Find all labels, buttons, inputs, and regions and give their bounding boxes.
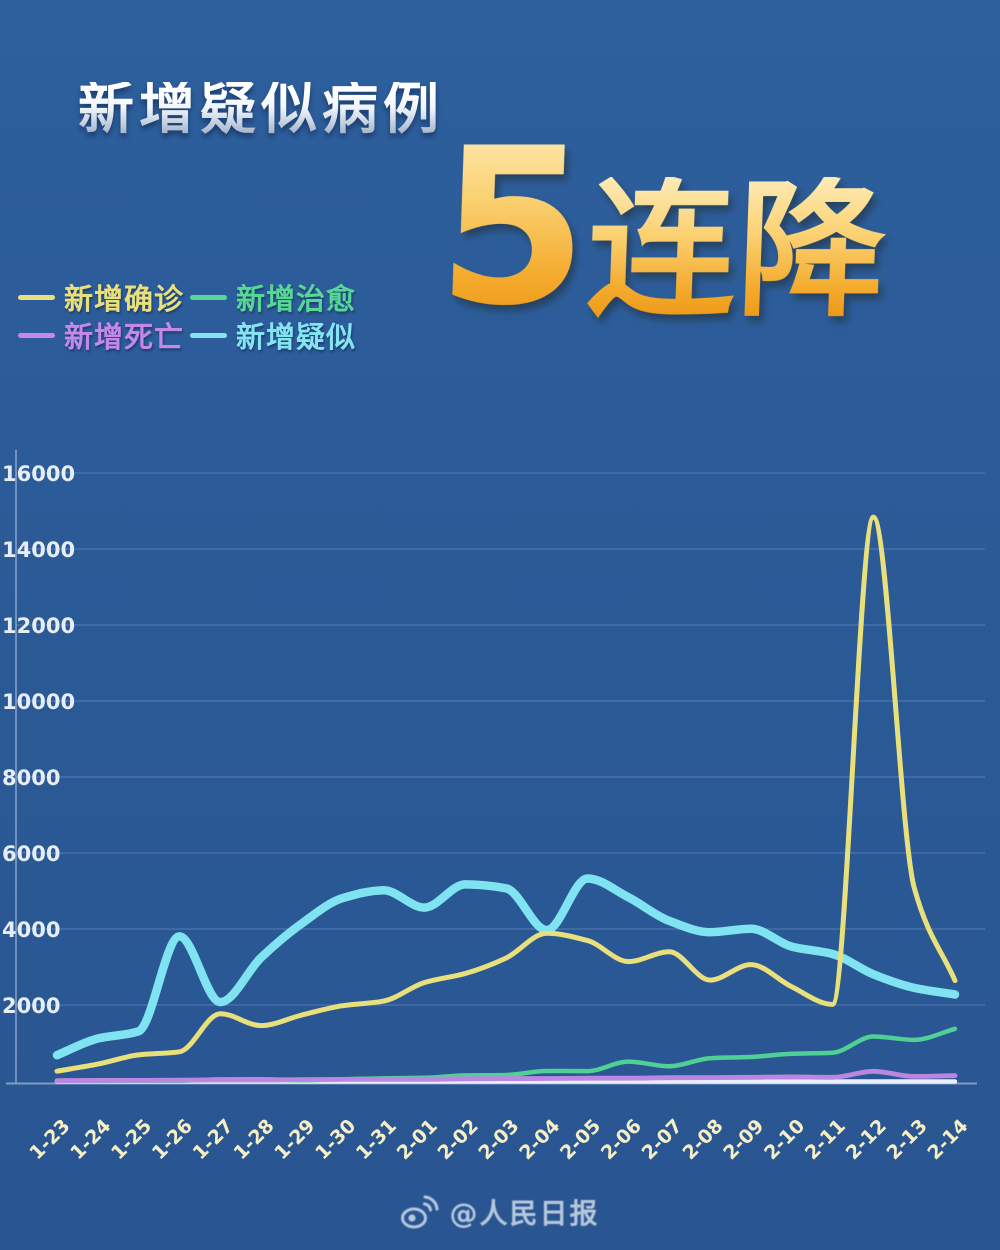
series-line-deaths [54, 1068, 958, 1084]
legend-item-deaths: 新增死亡 [18, 314, 190, 356]
y-axis-label-10000: 10000 [2, 690, 75, 714]
weibo-icon [401, 1195, 439, 1229]
legend-row-2: 新增死亡 新增疑似 [18, 316, 356, 354]
legend-label-confirmed: 新增确诊 [64, 282, 185, 316]
legend-row-1: 新增确诊 新增治愈 [18, 278, 356, 316]
y-axis-label-8000: 8000 [2, 766, 60, 790]
x-axis-label-2-14: 2-14 [923, 1115, 972, 1164]
legend-dash-suspected-icon [190, 332, 227, 338]
x-axis-label-1-27: 1-27 [189, 1115, 238, 1164]
x-axis-label-1-25: 1-25 [107, 1115, 156, 1164]
watermark: @人民日报 [0, 1192, 1000, 1232]
y-axis-label-4000: 4000 [2, 918, 60, 942]
y-axis-label-16000: 16000 [2, 462, 75, 486]
legend-dash-confirmed-icon [18, 294, 55, 300]
legend-label-cured: 新增治愈 [236, 282, 357, 316]
chart-legend: 新增确诊 新增治愈 新增死亡 新增疑似 [18, 278, 356, 354]
x-axis-label-1-26: 1-26 [148, 1115, 197, 1164]
x-axis-label-1-23: 1-23 [25, 1115, 74, 1164]
x-axis-label-1-24: 1-24 [66, 1115, 115, 1164]
y-axis-label-12000: 12000 [2, 614, 75, 638]
x-axis-label-2-13: 2-13 [883, 1115, 932, 1164]
x-axis-label-2-03: 2-03 [474, 1115, 523, 1164]
x-axis-label-2-12: 2-12 [842, 1115, 891, 1164]
page-title: 新增疑似病例 [78, 77, 444, 142]
x-axis-label-1-30: 1-30 [311, 1115, 360, 1164]
series-line-confirmed [54, 514, 958, 1074]
x-axis-label-2-11: 2-11 [801, 1115, 850, 1164]
legend-label-suspected: 新增疑似 [236, 320, 357, 354]
x-axis-label-1-29: 1-29 [270, 1115, 319, 1164]
series-line-suspected [52, 874, 960, 1060]
x-axis-label-2-09: 2-09 [719, 1115, 768, 1164]
legend-dash-cured-icon [190, 294, 227, 300]
x-axis-label-2-04: 2-04 [515, 1115, 564, 1164]
legend-item-cured: 新增治愈 [190, 276, 356, 318]
x-axis-label-1-31: 1-31 [352, 1115, 401, 1164]
x-axis-label-2-08: 2-08 [678, 1115, 727, 1164]
legend-item-confirmed: 新增确诊 [18, 276, 190, 318]
x-axis-label-2-06: 2-06 [597, 1115, 646, 1164]
legend-label-deaths: 新增死亡 [64, 320, 185, 354]
watermark-text: @人民日报 [449, 1197, 600, 1230]
x-axis-label-2-02: 2-02 [434, 1115, 483, 1164]
legend-item-suspected: 新增疑似 [190, 314, 356, 356]
legend-dash-deaths-icon [18, 332, 55, 338]
x-axis-label-1-28: 1-28 [229, 1115, 278, 1164]
y-axis-label-2000: 2000 [2, 994, 60, 1018]
x-axis-label-2-05: 2-05 [556, 1115, 605, 1164]
x-axis-label-2-07: 2-07 [638, 1115, 687, 1164]
x-axis-label-2-01: 2-01 [393, 1115, 442, 1164]
x-axis-label-2-10: 2-10 [760, 1115, 809, 1164]
y-axis-label-14000: 14000 [2, 538, 75, 562]
y-axis-label-6000: 6000 [2, 842, 60, 866]
series-line-cured [54, 1026, 958, 1084]
